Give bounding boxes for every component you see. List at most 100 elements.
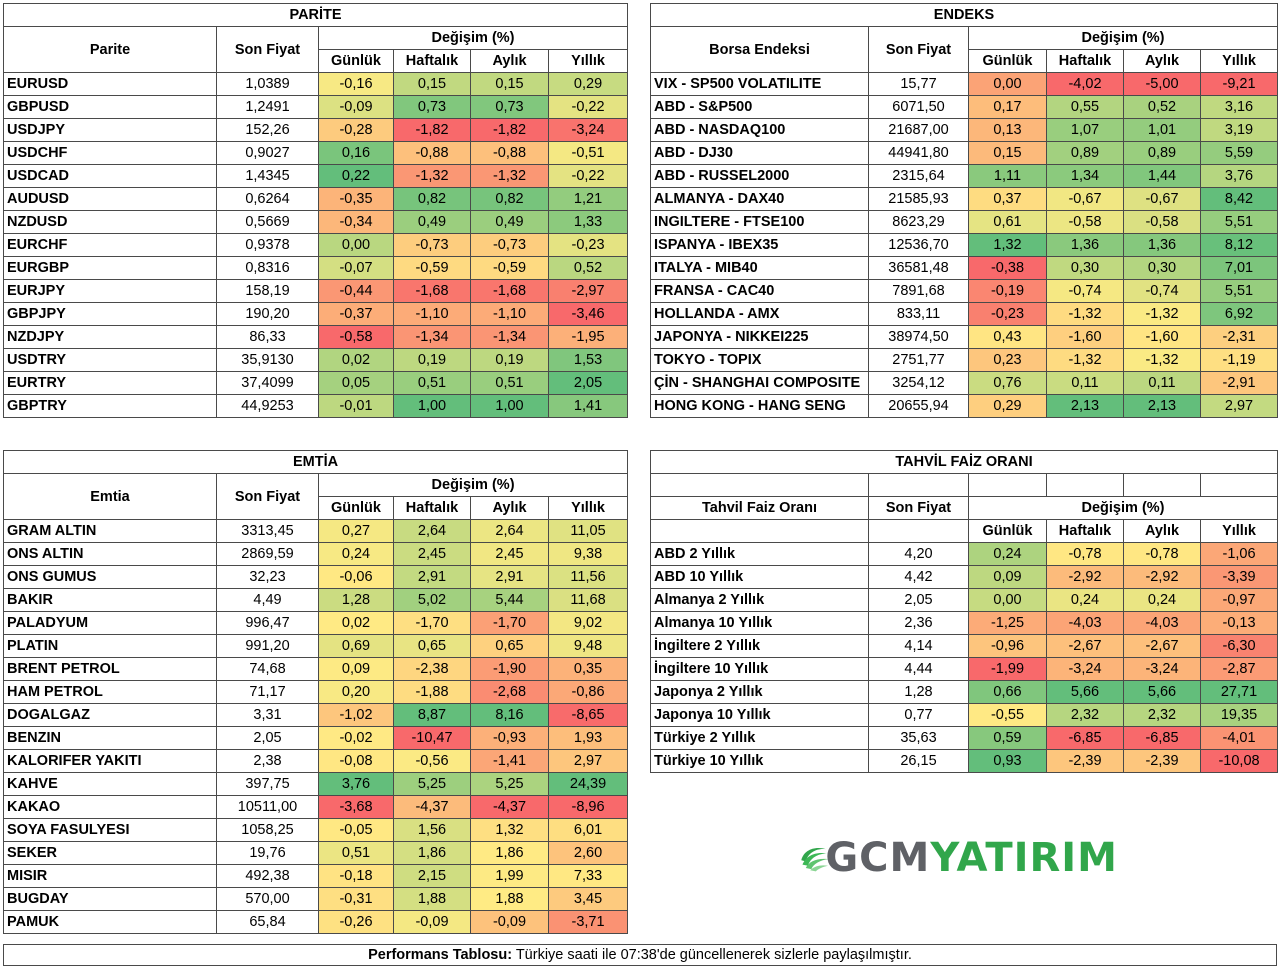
row-change-monthly: 0,30 xyxy=(1123,256,1201,280)
section-title: TAHVİL FAİZ ORANI xyxy=(649,450,1279,474)
row-price: 4,49 xyxy=(216,588,319,612)
row-name: ABD - NASDAQ100 xyxy=(650,118,869,142)
header-spacer xyxy=(868,519,969,543)
row-price: 0,6264 xyxy=(216,187,319,211)
row-change-monthly: 2,91 xyxy=(470,565,549,589)
row-change-daily: 0,00 xyxy=(968,72,1047,96)
row-price: 65,84 xyxy=(216,910,319,934)
row-change-weekly: 1,88 xyxy=(393,887,471,911)
row-price: 2751,77 xyxy=(868,348,969,372)
row-price: 1,2491 xyxy=(216,95,319,119)
row-price: 86,33 xyxy=(216,325,319,349)
table-row: EURJPY 158,19 -0,44 -1,68 -1,68 -2,97 xyxy=(3,279,629,303)
row-change-daily: -0,08 xyxy=(318,749,394,773)
row-change-monthly: 2,64 xyxy=(470,519,549,543)
row-name: USDCHF xyxy=(3,141,217,165)
column-header-daily: Günlük xyxy=(968,519,1047,543)
row-change-weekly: -0,78 xyxy=(1046,542,1124,566)
row-change-monthly: 5,25 xyxy=(470,772,549,796)
table-row: BRENT PETROL 74,68 0,09 -2,38 -1,90 0,35 xyxy=(3,657,629,681)
row-price: 4,20 xyxy=(868,542,969,566)
table-row: HOLLANDA - AMX 833,11 -0,23 -1,32 -1,32 6,92 xyxy=(650,302,1279,326)
row-change-yearly: 3,19 xyxy=(1199,118,1279,142)
table-row: ALMANYA - DAX40 21585,93 0,37 -0,67 -0,67 8,4… xyxy=(650,187,1279,211)
row-change-monthly: 8,16 xyxy=(470,703,549,727)
row-price: 0,5669 xyxy=(216,210,319,234)
row-change-daily: -0,38 xyxy=(968,256,1047,280)
row-price: 1058,25 xyxy=(216,818,319,842)
table-row: ABD - NASDAQ100 21687,00 0,13 1,07 1,01 3,19 xyxy=(650,118,1279,142)
row-change-monthly: -5,00 xyxy=(1123,72,1201,96)
row-price: 1,4345 xyxy=(216,164,319,188)
table-row: KAKAO 10511,00 -3,68 -4,37 -4,37 -8,96 xyxy=(3,795,629,819)
row-change-weekly: 0,51 xyxy=(393,371,471,395)
row-price: 3,31 xyxy=(216,703,319,727)
row-change-weekly: 0,24 xyxy=(1046,588,1124,612)
row-change-monthly: -1,68 xyxy=(470,279,549,303)
row-change-weekly: -0,73 xyxy=(393,233,471,257)
row-change-yearly: 11,68 xyxy=(547,588,629,612)
row-change-yearly: 6,92 xyxy=(1199,302,1279,326)
row-price: 152,26 xyxy=(216,118,319,142)
column-header-name: Borsa Endeksi xyxy=(650,26,869,73)
row-change-weekly: 1,07 xyxy=(1046,118,1124,142)
row-price: 6071,50 xyxy=(868,95,969,119)
row-change-weekly: 0,73 xyxy=(393,95,471,119)
parite-panel: PARİTE Parite Son Fiyat Değişim (%) Günl… xyxy=(2,3,629,418)
row-price: 0,77 xyxy=(868,703,969,727)
column-header-daily: Günlük xyxy=(318,496,394,520)
row-change-monthly: -1,41 xyxy=(470,749,549,773)
row-change-yearly: 2,60 xyxy=(547,841,629,865)
row-change-weekly: -6,85 xyxy=(1046,726,1124,750)
row-change-weekly: 2,13 xyxy=(1046,394,1124,418)
row-name: ABD - S&P500 xyxy=(650,95,869,119)
column-header-weekly: Haftalık xyxy=(393,49,471,73)
column-header-change: Değişim (%) xyxy=(967,496,1279,520)
row-change-weekly: -2,38 xyxy=(393,657,471,681)
row-name: BUGDAY xyxy=(3,887,217,911)
table-row: ONS ALTIN 2869,59 0,24 2,45 2,45 9,38 xyxy=(3,542,629,566)
row-price: 19,76 xyxy=(216,841,319,865)
row-price: 26,15 xyxy=(868,749,969,773)
table-row: VIX - SP500 VOLATILITE 15,77 0,00 -4,02 -5,0… xyxy=(650,72,1279,96)
column-header-name: Parite xyxy=(3,26,217,73)
row-name: EURGBP xyxy=(3,256,217,280)
row-name: İngiltere 10 Yıllık xyxy=(650,657,869,681)
row-name: BRENT PETROL xyxy=(3,657,217,681)
row-change-daily: -0,26 xyxy=(318,910,394,934)
row-price: 158,19 xyxy=(216,279,319,303)
brand-wordmark: GCMYATIRIM xyxy=(825,835,1118,881)
row-change-monthly: 1,88 xyxy=(470,887,549,911)
row-change-yearly: -0,86 xyxy=(547,680,629,704)
row-name: NZDUSD xyxy=(3,210,217,234)
row-name: ONS GUMUS xyxy=(3,565,217,589)
row-change-daily: 0,61 xyxy=(968,210,1047,234)
row-change-yearly: 7,01 xyxy=(1199,256,1279,280)
row-change-daily: -0,34 xyxy=(318,210,394,234)
row-change-yearly: -8,65 xyxy=(547,703,629,727)
row-change-weekly: 1,00 xyxy=(393,394,471,418)
row-change-yearly: 2,97 xyxy=(547,749,629,773)
row-change-weekly: -1,60 xyxy=(1046,325,1124,349)
row-change-yearly: 0,35 xyxy=(547,657,629,681)
table-row: NZDJPY 86,33 -0,58 -1,34 -1,34 -1,95 xyxy=(3,325,629,349)
row-price: 74,68 xyxy=(216,657,319,681)
row-change-daily: 0,15 xyxy=(968,141,1047,165)
table-row: USDCHF 0,9027 0,16 -0,88 -0,88 -0,51 xyxy=(3,141,629,165)
column-header-change: Değişim (%) xyxy=(317,26,629,50)
row-change-daily: -0,44 xyxy=(318,279,394,303)
row-name: Türkiye 2 Yıllık xyxy=(650,726,869,750)
row-change-weekly: 0,82 xyxy=(393,187,471,211)
table-row: EURGBP 0,8316 -0,07 -0,59 -0,59 0,52 xyxy=(3,256,629,280)
table-row: KAHVE 397,75 3,76 5,25 5,25 24,39 xyxy=(3,772,629,796)
parite-table: PARİTE Parite Son Fiyat Değişim (%) Günl… xyxy=(2,3,629,418)
row-change-daily: -0,02 xyxy=(318,726,394,750)
row-change-yearly: -0,13 xyxy=(1199,611,1279,635)
row-change-weekly: -0,58 xyxy=(1046,210,1124,234)
row-change-daily: -1,25 xyxy=(968,611,1047,635)
table-row: Türkiye 2 Yıllık 35,63 0,59 -6,85 -6,85 -4,01 xyxy=(650,726,1279,750)
row-price: 2,36 xyxy=(868,611,969,635)
row-change-daily: -0,19 xyxy=(968,279,1047,303)
row-change-weekly: -3,24 xyxy=(1046,657,1124,681)
table-row: HONG KONG - HANG SENG 20655,94 0,29 2,13 2,1… xyxy=(650,394,1279,418)
